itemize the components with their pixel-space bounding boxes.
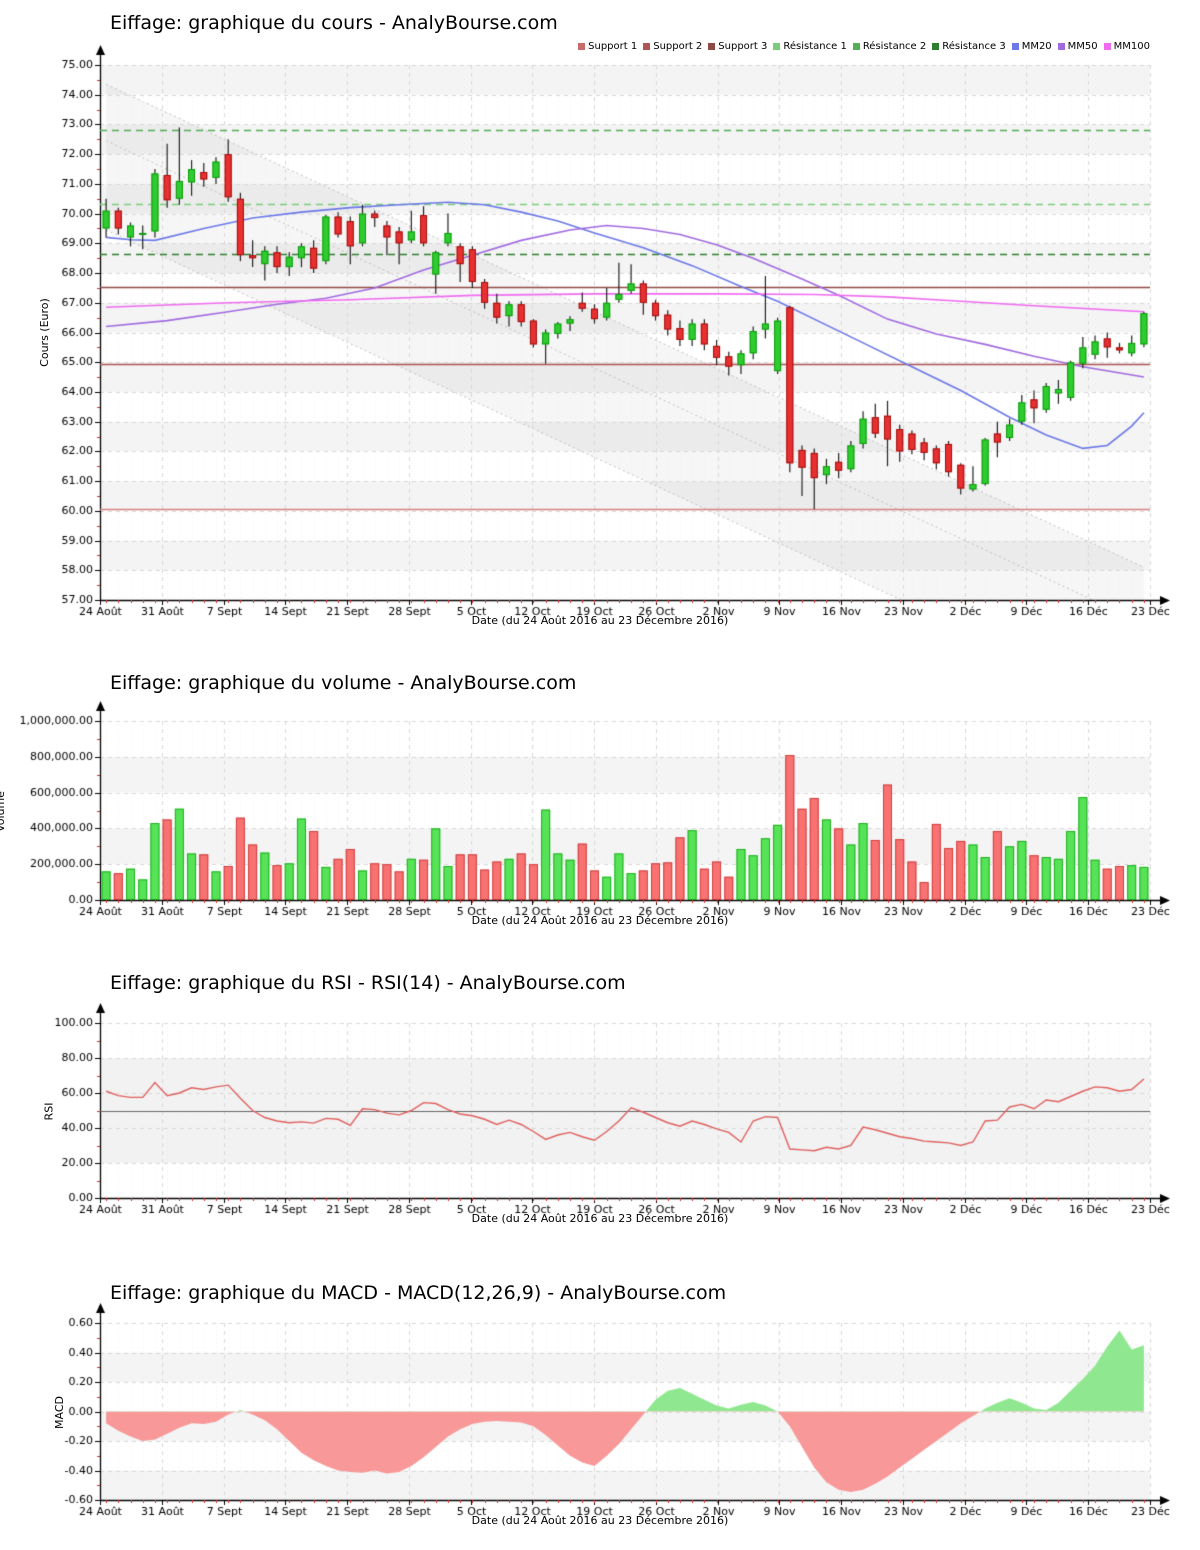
rsi-chart-title: Eiffage: graphique du RSI - RSI(14) - An… (110, 972, 626, 994)
legend-swatch (852, 43, 860, 50)
price-chart-legend: Support 1 Support 2 Support 3 Résistance 1 R… (578, 41, 1150, 52)
price-x-axis-caption: Date (du 24 Août 2016 au 23 Décembre 201… (471, 614, 729, 627)
legend-swatch (708, 43, 716, 50)
legend-label: Résistance 3 (942, 41, 1006, 52)
volume-x-axis-caption: Date (du 24 Août 2016 au 23 Décembre 201… (471, 914, 729, 927)
legend-label: Support 2 (653, 41, 703, 52)
legend-label: Résistance 2 (862, 41, 927, 52)
legend-item-résistance-3: Résistance 3 (932, 41, 1006, 52)
legend-label: Support 1 (588, 41, 638, 52)
legend-swatch (1057, 43, 1065, 50)
legend-item-résistance-2: Résistance 2 (852, 41, 927, 52)
macd-chart-title: Eiffage: graphique du MACD - MACD(12,26,… (110, 1282, 727, 1304)
rsi-y-axis-title: RSI (42, 1102, 56, 1121)
macd-x-axis-caption: Date (du 24 Août 2016 au 23 Décembre 201… (471, 1514, 729, 1527)
legend-swatch (773, 43, 781, 50)
macd-y-axis-title: MACD (52, 1396, 66, 1429)
legend-item-résistance-1: Résistance 1 (773, 41, 847, 52)
legend-swatch (578, 43, 586, 50)
legend-item-support-2: Support 2 (643, 41, 702, 52)
legend-swatch (1103, 43, 1111, 50)
legend-label: Support 3 (718, 41, 768, 52)
legend-swatch (1011, 43, 1019, 50)
legend-item-support-3: Support 3 (708, 41, 767, 52)
rsi-x-axis-caption: Date (du 24 Août 2016 au 23 Décembre 201… (471, 1212, 729, 1225)
legend-swatch (643, 43, 651, 50)
volume-chart-title: Eiffage: graphique du volume - AnalyBour… (110, 672, 577, 694)
legend-item-mm50: MM50 (1057, 41, 1098, 52)
legend-label: MM100 (1113, 41, 1150, 52)
legend-item-mm20: MM20 (1011, 41, 1052, 52)
price-y-axis-title: Cours (Euro) (37, 298, 51, 367)
legend-item-mm100: MM100 (1103, 41, 1150, 52)
legend-item-support-1: Support 1 (578, 41, 637, 52)
legend-swatch (932, 43, 940, 50)
legend-label: MM20 (1021, 41, 1052, 52)
volume-y-axis-title: Volume (0, 791, 7, 832)
legend-label: MM50 (1067, 41, 1098, 52)
price-chart-title: Eiffage: graphique du cours - AnalyBours… (110, 12, 558, 34)
legend-label: Résistance 1 (783, 41, 847, 52)
